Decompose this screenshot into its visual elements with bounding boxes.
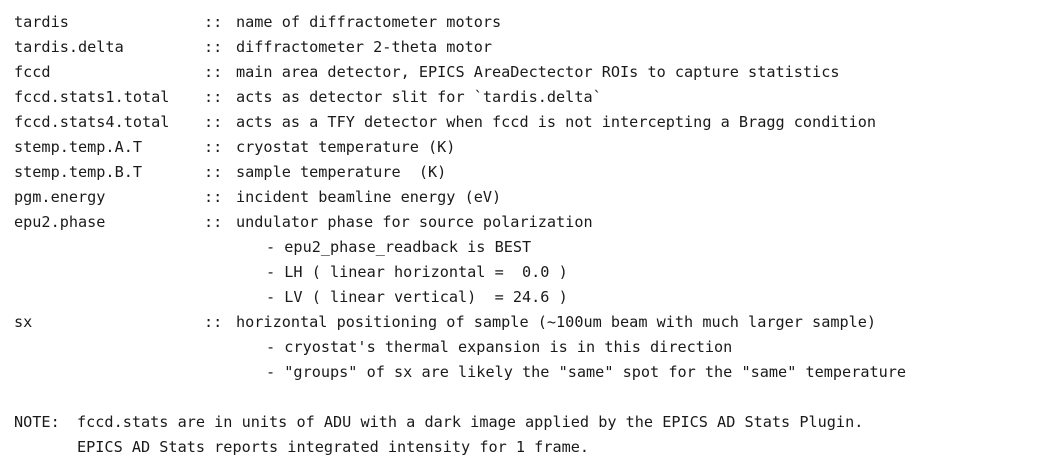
entry-description: undulator phase for source polarization bbox=[236, 213, 593, 231]
entry-name: stemp.temp.A.T bbox=[14, 138, 143, 156]
note-text: fccd.stats are in units of ADU with a da… bbox=[77, 413, 864, 431]
entry-row-stemp-temp-a-t: stemp.temp.A.T :: cryostat temperature (… bbox=[14, 135, 906, 160]
entry-separator: :: bbox=[204, 38, 223, 56]
entry-description: incident beamline energy (eV) bbox=[236, 188, 502, 206]
note-indent bbox=[14, 435, 77, 460]
epu2-subitem: - LH ( linear horizontal = 0.0 ) bbox=[266, 263, 568, 281]
epu2-subitem: - epu2_phase_readback is BEST bbox=[266, 238, 532, 256]
entry-row-pgm-energy: pgm.energy :: incident beamline energy (… bbox=[14, 185, 906, 210]
entry-description: acts as detector slit for `tardis.delta` bbox=[236, 88, 602, 106]
entry-name: pgm.energy bbox=[14, 188, 106, 206]
entry-description: name of diffractometer motors bbox=[236, 13, 502, 31]
entry-row-fccd-stats4-total: fccd.stats4.total :: acts as a TFY detec… bbox=[14, 110, 906, 135]
entry-description: main area detector, EPICS AreaDectector … bbox=[236, 63, 840, 81]
entry-separator: :: bbox=[204, 63, 223, 81]
document-text: tardis :: name of diffractometer motors … bbox=[14, 10, 906, 460]
entry-name: stemp.temp.B.T bbox=[14, 163, 143, 181]
entry-row-tardis-delta: tardis.delta :: diffractometer 2-theta m… bbox=[14, 35, 906, 60]
entry-description: cryostat temperature (K) bbox=[236, 138, 456, 156]
note-line-2: EPICS AD Stats reports integrated intens… bbox=[14, 435, 906, 460]
entry-description: horizontal positioning of sample (~100um… bbox=[236, 313, 877, 331]
entry-row-stemp-temp-b-t: stemp.temp.B.T :: sample temperature (K) bbox=[14, 160, 906, 185]
entry-description: acts as a TFY detector when fccd is not … bbox=[236, 113, 877, 131]
epu2-subitem: - LV ( linear vertical) = 24.6 ) bbox=[266, 288, 568, 306]
entry-separator: :: bbox=[204, 163, 223, 181]
entry-row-fccd-stats1-total: fccd.stats1.total :: acts as detector sl… bbox=[14, 85, 906, 110]
sx-subitem: - "groups" of sx are likely the "same" s… bbox=[266, 363, 907, 381]
entry-name: fccd.stats1.total bbox=[14, 88, 170, 106]
entry-separator: :: bbox=[204, 138, 223, 156]
entry-row-fccd: fccd :: main area detector, EPICS AreaDe… bbox=[14, 60, 906, 85]
entry-name: epu2.phase bbox=[14, 213, 106, 231]
entry-row-epu2-phase: epu2.phase :: undulator phase for source… bbox=[14, 210, 906, 235]
entry-name: tardis bbox=[14, 13, 69, 31]
entry-row-tardis: tardis :: name of diffractometer motors bbox=[14, 10, 906, 35]
sx-subitem: - cryostat's thermal expansion is in thi… bbox=[266, 338, 733, 356]
blank-line bbox=[14, 385, 906, 410]
entry-separator: :: bbox=[204, 113, 223, 131]
note-text: EPICS AD Stats reports integrated intens… bbox=[77, 438, 590, 456]
entry-separator: :: bbox=[204, 213, 223, 231]
entry-name: sx bbox=[14, 313, 33, 331]
entry-name: fccd bbox=[14, 63, 51, 81]
entry-name: tardis.delta bbox=[14, 38, 124, 56]
note-line-1: NOTE: fccd.stats are in units of ADU wit… bbox=[14, 410, 906, 435]
entry-separator: :: bbox=[204, 13, 223, 31]
entry-description: diffractometer 2-theta motor bbox=[236, 38, 493, 56]
entry-separator: :: bbox=[204, 313, 223, 331]
entry-name: fccd.stats4.total bbox=[14, 113, 170, 131]
entry-separator: :: bbox=[204, 188, 223, 206]
entry-separator: :: bbox=[204, 88, 223, 106]
note-label: NOTE: bbox=[14, 413, 60, 431]
entry-row-sx: sx :: horizontal positioning of sample (… bbox=[14, 310, 906, 335]
entry-description: sample temperature (K) bbox=[236, 163, 447, 181]
